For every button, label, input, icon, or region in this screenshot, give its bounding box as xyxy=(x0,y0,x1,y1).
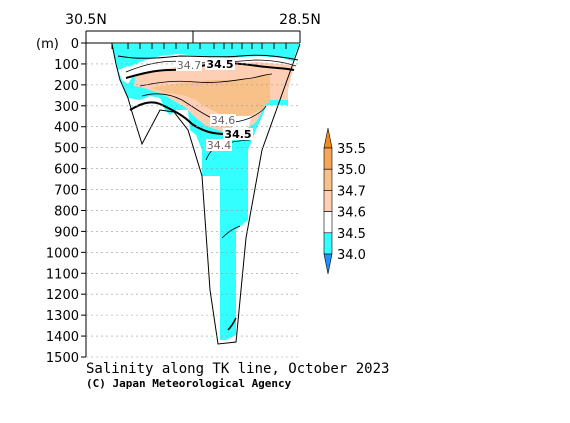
colorbar-segment xyxy=(323,190,333,212)
colorbar-segment xyxy=(323,147,333,170)
colorbar-segment xyxy=(323,232,333,255)
y-tick-label: 800 xyxy=(54,204,79,219)
y-tick-label: 900 xyxy=(54,225,79,240)
contour-label-2: 34.6 xyxy=(211,114,236,127)
colorbar-bottom-arrow xyxy=(323,253,333,275)
y-tick-label: 1000 xyxy=(46,246,79,261)
y-tick-label: 1100 xyxy=(46,267,79,282)
contour-350 xyxy=(139,73,273,87)
y-tick-label: 700 xyxy=(54,184,79,199)
contour-label-3: 34.5 xyxy=(224,128,251,141)
colorbar-label: 34.0 xyxy=(337,248,366,263)
y-tick-label: 500 xyxy=(54,142,79,157)
fill-orange-core xyxy=(150,74,270,118)
y-tick-label: 1200 xyxy=(46,288,79,303)
contour-344-deep xyxy=(221,225,241,239)
y-tick-label: 0 xyxy=(71,37,79,52)
colorbar-label: 34.6 xyxy=(337,206,366,221)
y-tick-label: 1400 xyxy=(46,330,79,345)
contour-label-0: 34.7 xyxy=(177,59,202,72)
y-tick-labels: 0 100 200 300 400 500 600 700 800 900 1000 1100 1200… xyxy=(46,37,86,366)
contour-label-4: 34.4 xyxy=(207,139,232,152)
seafloor-outline xyxy=(111,43,301,345)
contour-bottom xyxy=(227,317,237,331)
y-tick-label: 100 xyxy=(54,58,79,73)
contour-label-bg-2 xyxy=(210,114,236,126)
y-gridlines xyxy=(86,63,300,358)
x-label-left: 30.5N xyxy=(65,12,107,28)
y-tick-label: 400 xyxy=(54,121,79,136)
colorbar-top-arrow xyxy=(323,127,333,149)
chart-title: Salinity along TK line, October 2023 xyxy=(86,361,389,377)
y-tick-label: 1300 xyxy=(46,309,79,324)
contour-label-bg-1 xyxy=(205,58,235,70)
chart-credit: (C) Japan Meteorological Agency xyxy=(86,377,292,390)
contour-345-upper xyxy=(117,54,299,61)
colorbar-label: 35.0 xyxy=(337,163,366,178)
contour-label-1: 34.5 xyxy=(206,58,233,71)
contour-label-bg-3 xyxy=(223,128,253,140)
contour-label-bg-0 xyxy=(176,59,202,71)
station-ticks xyxy=(85,30,301,49)
contour-label-group: 34.7 34.5 34.6 34.5 34.4 xyxy=(176,58,253,152)
y-unit-label: (m) xyxy=(36,37,59,52)
colorbar: 35.5 35.0 34.7 34.6 34.5 34.0 xyxy=(323,127,366,275)
colorbar-label: 34.7 xyxy=(337,184,366,199)
y-tick-label: 1500 xyxy=(46,351,79,366)
contour-label-bg-4 xyxy=(206,139,232,151)
y-tick-label: 300 xyxy=(54,100,79,115)
x-label-right: 28.5N xyxy=(279,12,321,28)
colorbar-label: 35.5 xyxy=(337,142,366,157)
colorbar-label: 34.5 xyxy=(337,227,366,242)
y-tick-label: 600 xyxy=(54,163,79,178)
colorbar-segment xyxy=(323,168,333,191)
y-tick-label: 200 xyxy=(54,79,79,94)
colorbar-segment xyxy=(323,211,333,234)
